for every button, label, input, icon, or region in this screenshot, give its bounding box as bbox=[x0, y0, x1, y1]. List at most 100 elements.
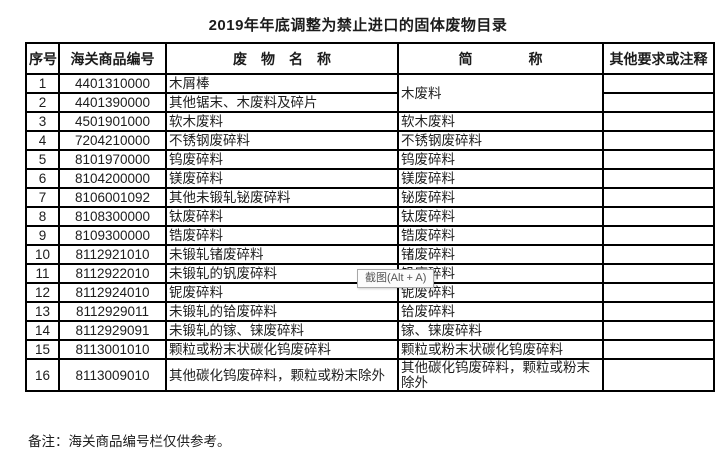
cell-serial: 10 bbox=[25, 244, 60, 265]
cell-abbreviation: 锆废碎料 bbox=[397, 225, 604, 246]
cell-abbreviation: 软木废料 bbox=[397, 111, 604, 132]
cell-hs-code: 8112922010 bbox=[58, 263, 167, 284]
table-row: 7 8106001092 其他未锻轧铋废碎料 铋废碎料 bbox=[25, 187, 715, 208]
table-row: 2 4401390000 其他锯末、木废料及碎片 bbox=[25, 92, 715, 113]
cell-other-notes bbox=[602, 111, 715, 132]
cell-waste-name: 未锻轧的铪废碎料 bbox=[165, 301, 399, 322]
cell-other-notes bbox=[602, 73, 715, 94]
cell-serial: 11 bbox=[25, 263, 60, 284]
cell-waste-name: 铌废碎料 bbox=[165, 282, 399, 303]
table-header-row: 序号 海关商品编号 废 物 名 称 简 称 其他要求或注释 bbox=[25, 42, 715, 75]
cell-waste-name: 未锻轧的镓、铼废碎料 bbox=[165, 320, 399, 341]
cell-hs-code: 7204210000 bbox=[58, 130, 167, 151]
cell-serial: 2 bbox=[25, 92, 60, 113]
cell-serial: 14 bbox=[25, 320, 60, 341]
cell-other-notes bbox=[602, 187, 715, 208]
cell-abbreviation: 镁废碎料 bbox=[397, 168, 604, 189]
footnote: 备注：海关商品编号栏仅供参考。 bbox=[28, 434, 231, 449]
cell-waste-name: 木屑棒 bbox=[165, 73, 399, 94]
col-header-other-notes: 其他要求或注释 bbox=[602, 42, 715, 75]
cell-serial: 1 bbox=[25, 73, 60, 94]
table-row: 6 8104200000 镁废碎料 镁废碎料 bbox=[25, 168, 715, 189]
cell-serial: 6 bbox=[25, 168, 60, 189]
cell-waste-name: 锆废碎料 bbox=[165, 225, 399, 246]
col-header-serial: 序号 bbox=[25, 42, 60, 75]
cell-other-notes bbox=[602, 301, 715, 322]
cell-waste-name: 不锈钢废碎料 bbox=[165, 130, 399, 151]
cell-other-notes bbox=[602, 320, 715, 341]
col-header-abbreviation: 简 称 bbox=[397, 42, 604, 75]
cell-abbreviation: 铪废碎料 bbox=[397, 301, 604, 322]
cell-abbreviation: 木废料 bbox=[397, 73, 604, 113]
cell-hs-code: 4401390000 bbox=[58, 92, 167, 113]
cell-other-notes bbox=[602, 358, 715, 392]
cell-hs-code: 8112929011 bbox=[58, 301, 167, 322]
cell-serial: 4 bbox=[25, 130, 60, 151]
table-row: 1 4401310000 木屑棒 木废料 bbox=[25, 73, 715, 113]
cell-serial: 12 bbox=[25, 282, 60, 303]
cell-hs-code: 8112924010 bbox=[58, 282, 167, 303]
cell-abbreviation: 其他碳化钨废碎料，颗粒或粉末除外 bbox=[397, 358, 604, 392]
table-row: 13 8112929011 未锻轧的铪废碎料 铪废碎料 bbox=[25, 301, 715, 322]
cell-hs-code: 8113009010 bbox=[58, 358, 167, 392]
cell-serial: 7 bbox=[25, 187, 60, 208]
table-row: 5 8101970000 钨废碎料 钨废碎料 bbox=[25, 149, 715, 170]
cell-abbreviation: 锗废碎料 bbox=[397, 244, 604, 265]
cell-other-notes bbox=[602, 130, 715, 151]
cell-waste-name: 其他碳化钨废碎料，颗粒或粉末除外 bbox=[165, 358, 399, 392]
table-row: 12 8112924010 铌废碎料 铌废碎料 bbox=[25, 282, 715, 303]
cell-other-notes bbox=[602, 244, 715, 265]
cell-waste-name: 其他未锻轧铋废碎料 bbox=[165, 187, 399, 208]
cell-abbreviation: 铋废碎料 bbox=[397, 187, 604, 208]
cell-hs-code: 8106001092 bbox=[58, 187, 167, 208]
cell-hs-code: 8108300000 bbox=[58, 206, 167, 227]
cell-waste-name: 颗粒或粉末状碳化钨废碎料 bbox=[165, 339, 399, 360]
screenshot-tooltip: 截图(Alt + A) bbox=[357, 269, 435, 288]
cell-serial: 5 bbox=[25, 149, 60, 170]
cell-waste-name: 钨废碎料 bbox=[165, 149, 399, 170]
cell-other-notes bbox=[602, 206, 715, 227]
cell-hs-code: 8112921010 bbox=[58, 244, 167, 265]
cell-other-notes bbox=[602, 168, 715, 189]
table-row: 8 8108300000 钛废碎料 钛废碎料 bbox=[25, 206, 715, 227]
cell-abbreviation: 铌废碎料 bbox=[397, 282, 604, 303]
cell-hs-code: 4501901000 bbox=[58, 111, 167, 132]
cell-abbreviation: 颗粒或粉末状碳化钨废碎料 bbox=[397, 339, 604, 360]
cell-other-notes bbox=[602, 282, 715, 303]
table-row: 3 4501901000 软木废料 软木废料 bbox=[25, 111, 715, 132]
cell-other-notes bbox=[602, 149, 715, 170]
table-row: 14 8112929091 未锻轧的镓、铼废碎料 镓、铼废碎料 bbox=[25, 320, 715, 341]
col-header-hs-code: 海关商品编号 bbox=[58, 42, 167, 75]
table-body: 1 4401310000 木屑棒 木废料 2 4401390000 其他锯末、木废料及碎片 3… bbox=[25, 73, 715, 392]
cell-serial: 3 bbox=[25, 111, 60, 132]
table-row: 9 8109300000 锆废碎料 锆废碎料 bbox=[25, 225, 715, 246]
cell-hs-code: 8109300000 bbox=[58, 225, 167, 246]
cell-hs-code: 8113001010 bbox=[58, 339, 167, 360]
cell-serial: 13 bbox=[25, 301, 60, 322]
cell-waste-name: 未锻轧锗废碎料 bbox=[165, 244, 399, 265]
cell-waste-name: 钛废碎料 bbox=[165, 206, 399, 227]
cell-serial: 9 bbox=[25, 225, 60, 246]
page-title: 2019年年底调整为禁止进口的固体废物目录 bbox=[208, 17, 508, 34]
cell-serial: 16 bbox=[25, 358, 60, 392]
cell-other-notes bbox=[602, 92, 715, 113]
cell-waste-name: 镁废碎料 bbox=[165, 168, 399, 189]
cell-other-notes bbox=[602, 225, 715, 246]
waste-catalog-table: 序号 海关商品编号 废 物 名 称 简 称 其他要求或注释 1 440131000… bbox=[25, 42, 715, 392]
cell-hs-code: 8101970000 bbox=[58, 149, 167, 170]
cell-waste-name: 其他锯末、木废料及碎片 bbox=[165, 92, 399, 113]
cell-waste-name: 未锻轧的钒废碎料 bbox=[165, 263, 399, 284]
table-row: 10 8112921010 未锻轧锗废碎料 锗废碎料 bbox=[25, 244, 715, 265]
cell-abbreviation: 钨废碎料 bbox=[397, 149, 604, 170]
cell-hs-code: 8104200000 bbox=[58, 168, 167, 189]
cell-serial: 15 bbox=[25, 339, 60, 360]
cell-waste-name: 软木废料 bbox=[165, 111, 399, 132]
table-row: 15 8113001010 颗粒或粉末状碳化钨废碎料 颗粒或粉末状碳化钨废碎料 bbox=[25, 339, 715, 360]
cell-abbreviation: 钛废碎料 bbox=[397, 206, 604, 227]
cell-other-notes bbox=[602, 339, 715, 360]
cell-serial: 8 bbox=[25, 206, 60, 227]
cell-hs-code: 4401310000 bbox=[58, 73, 167, 94]
cell-abbreviation: 不锈钢废碎料 bbox=[397, 130, 604, 151]
col-header-waste-name: 废 物 名 称 bbox=[165, 42, 399, 75]
table-row: 16 8113009010 其他碳化钨废碎料，颗粒或粉末除外 其他碳化钨废碎料，颗粒或… bbox=[25, 358, 715, 392]
